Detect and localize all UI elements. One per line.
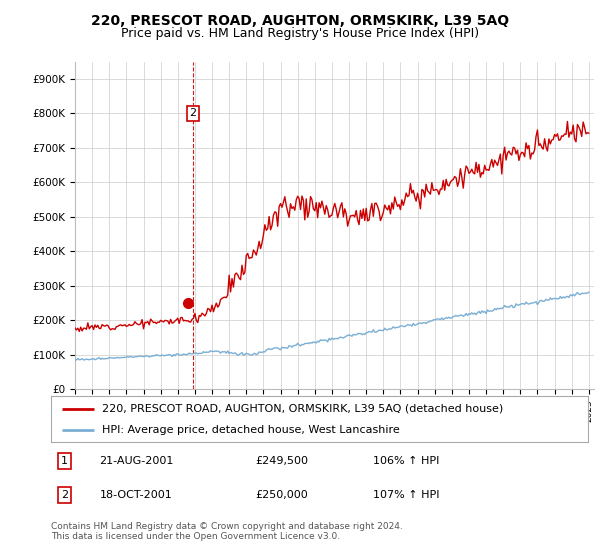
Text: 18-OCT-2001: 18-OCT-2001 bbox=[100, 489, 172, 500]
Text: 220, PRESCOT ROAD, AUGHTON, ORMSKIRK, L39 5AQ: 220, PRESCOT ROAD, AUGHTON, ORMSKIRK, L3… bbox=[91, 14, 509, 28]
Text: £249,500: £249,500 bbox=[255, 456, 308, 466]
Text: 220, PRESCOT ROAD, AUGHTON, ORMSKIRK, L39 5AQ (detached house): 220, PRESCOT ROAD, AUGHTON, ORMSKIRK, L3… bbox=[102, 404, 503, 414]
Text: 2: 2 bbox=[61, 489, 68, 500]
Text: Price paid vs. HM Land Registry's House Price Index (HPI): Price paid vs. HM Land Registry's House … bbox=[121, 27, 479, 40]
Text: 1: 1 bbox=[61, 456, 68, 466]
Text: HPI: Average price, detached house, West Lancashire: HPI: Average price, detached house, West… bbox=[102, 425, 400, 435]
Text: 2: 2 bbox=[189, 108, 196, 118]
Text: 21-AUG-2001: 21-AUG-2001 bbox=[100, 456, 174, 466]
Text: 107% ↑ HPI: 107% ↑ HPI bbox=[373, 489, 440, 500]
Text: 106% ↑ HPI: 106% ↑ HPI bbox=[373, 456, 440, 466]
Text: Contains HM Land Registry data © Crown copyright and database right 2024.
This d: Contains HM Land Registry data © Crown c… bbox=[51, 522, 403, 542]
Text: £250,000: £250,000 bbox=[255, 489, 308, 500]
